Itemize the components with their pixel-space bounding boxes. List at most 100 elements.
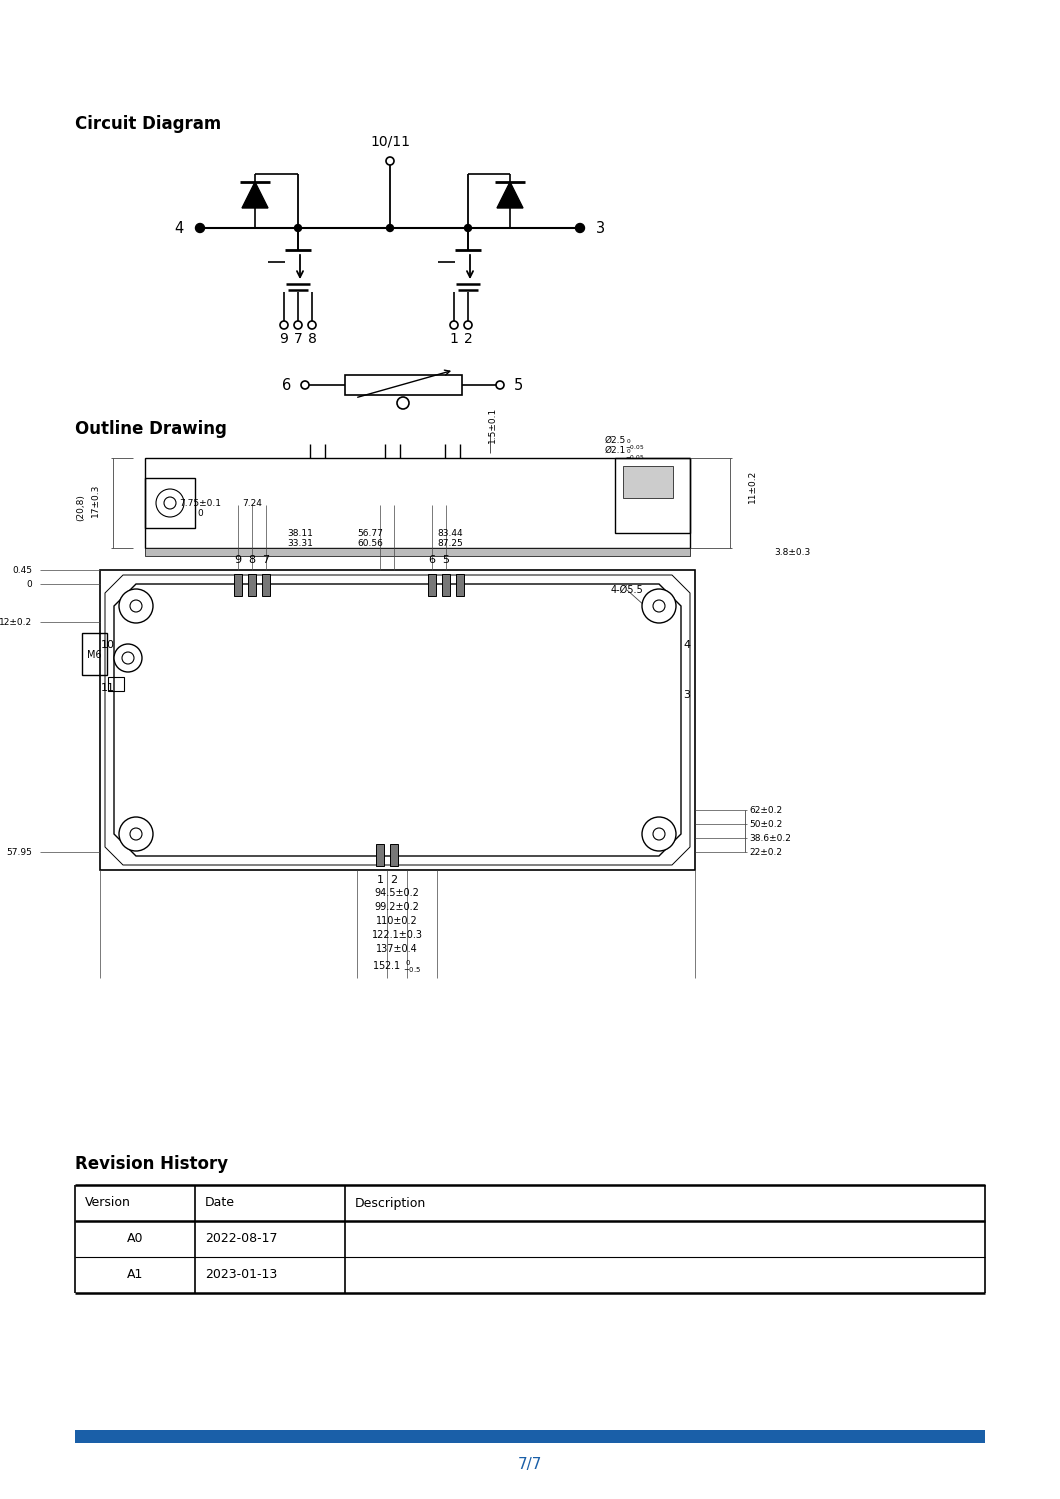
Text: Revision History: Revision History bbox=[75, 1156, 228, 1174]
Text: 99.2±0.2: 99.2±0.2 bbox=[374, 902, 420, 911]
Text: 57.95: 57.95 bbox=[6, 847, 32, 856]
Bar bbox=[428, 574, 436, 597]
Text: 2022-08-17: 2022-08-17 bbox=[205, 1232, 278, 1246]
Text: 3: 3 bbox=[596, 220, 605, 235]
Circle shape bbox=[496, 381, 504, 390]
Bar bbox=[390, 844, 398, 866]
Polygon shape bbox=[497, 181, 523, 208]
Text: 56.77: 56.77 bbox=[357, 529, 383, 538]
Text: Outline Drawing: Outline Drawing bbox=[75, 420, 227, 438]
Text: Version: Version bbox=[85, 1196, 130, 1210]
Circle shape bbox=[398, 397, 409, 409]
Text: 17±0.3: 17±0.3 bbox=[90, 483, 100, 517]
Text: 1: 1 bbox=[449, 331, 458, 346]
Text: 38.6±0.2: 38.6±0.2 bbox=[749, 833, 791, 842]
Circle shape bbox=[295, 225, 301, 231]
Text: $^{\ 0}_{-0.05}$: $^{\ 0}_{-0.05}$ bbox=[625, 448, 644, 463]
Text: 9: 9 bbox=[280, 331, 288, 346]
Text: 62±0.2: 62±0.2 bbox=[749, 805, 782, 814]
Text: Date: Date bbox=[205, 1196, 235, 1210]
Bar bbox=[145, 478, 195, 528]
Bar bbox=[442, 574, 450, 597]
Text: 2: 2 bbox=[390, 875, 398, 884]
Bar bbox=[145, 549, 690, 556]
Text: 4: 4 bbox=[175, 220, 184, 235]
Circle shape bbox=[114, 645, 142, 672]
Text: 6: 6 bbox=[428, 555, 436, 565]
Circle shape bbox=[642, 589, 676, 624]
Text: 11: 11 bbox=[101, 684, 114, 693]
Text: 50±0.2: 50±0.2 bbox=[749, 820, 782, 829]
Text: 110±0.2: 110±0.2 bbox=[376, 916, 418, 926]
Text: 3.8±0.3: 3.8±0.3 bbox=[774, 547, 810, 556]
Bar bbox=[248, 574, 257, 597]
Circle shape bbox=[387, 225, 393, 231]
Text: 5: 5 bbox=[514, 378, 524, 393]
Circle shape bbox=[464, 321, 472, 328]
Text: 6: 6 bbox=[282, 378, 292, 393]
Circle shape bbox=[301, 381, 310, 390]
Text: 7: 7 bbox=[294, 331, 302, 346]
Text: 83.44: 83.44 bbox=[437, 529, 463, 538]
Text: 11±0.2: 11±0.2 bbox=[747, 469, 757, 504]
Text: 0: 0 bbox=[197, 510, 202, 519]
Text: 87.25: 87.25 bbox=[437, 540, 463, 549]
Text: 152.1 $^{\ 0}_{-0.5}$: 152.1 $^{\ 0}_{-0.5}$ bbox=[372, 958, 422, 974]
Text: A1: A1 bbox=[127, 1268, 143, 1282]
Bar bbox=[344, 375, 462, 396]
Text: 33.31: 33.31 bbox=[287, 540, 313, 549]
Text: (20,8): (20,8) bbox=[76, 495, 86, 522]
Circle shape bbox=[653, 600, 665, 612]
Text: 0: 0 bbox=[26, 580, 32, 589]
Polygon shape bbox=[242, 181, 268, 208]
Circle shape bbox=[130, 827, 142, 839]
Text: A0: A0 bbox=[127, 1232, 143, 1246]
Bar bbox=[234, 574, 242, 597]
Text: 7.24: 7.24 bbox=[242, 499, 262, 508]
Text: Ø2.1: Ø2.1 bbox=[605, 445, 626, 454]
Circle shape bbox=[164, 498, 176, 510]
Circle shape bbox=[294, 321, 302, 328]
Text: 1.5±0.1: 1.5±0.1 bbox=[488, 406, 496, 444]
Text: 137±0.4: 137±0.4 bbox=[376, 944, 418, 953]
Text: 4: 4 bbox=[684, 640, 690, 651]
Circle shape bbox=[464, 225, 472, 231]
Circle shape bbox=[653, 827, 665, 839]
Text: 122.1±0.3: 122.1±0.3 bbox=[371, 929, 423, 940]
Text: 4-Ø5.5: 4-Ø5.5 bbox=[611, 585, 643, 595]
Text: 12±0.2: 12±0.2 bbox=[0, 618, 32, 627]
Text: $^{\ 0}_{-0.05}$: $^{\ 0}_{-0.05}$ bbox=[625, 438, 644, 453]
Text: 2023-01-13: 2023-01-13 bbox=[205, 1268, 278, 1282]
Text: 38.11: 38.11 bbox=[287, 529, 313, 538]
Circle shape bbox=[122, 652, 134, 664]
Text: 10: 10 bbox=[101, 640, 114, 651]
Circle shape bbox=[280, 321, 288, 328]
Text: 1: 1 bbox=[376, 875, 384, 884]
Bar bbox=[100, 570, 695, 869]
Bar bbox=[615, 459, 690, 534]
Circle shape bbox=[576, 223, 584, 232]
Text: Circuit Diagram: Circuit Diagram bbox=[75, 115, 222, 133]
Text: 22±0.2: 22±0.2 bbox=[749, 847, 782, 856]
Text: 9: 9 bbox=[234, 555, 242, 565]
Text: 94.5±0.2: 94.5±0.2 bbox=[374, 887, 420, 898]
Text: 8: 8 bbox=[248, 555, 255, 565]
Circle shape bbox=[119, 817, 153, 851]
Text: 7.75±0.1: 7.75±0.1 bbox=[179, 499, 220, 508]
Bar bbox=[82, 633, 107, 675]
Circle shape bbox=[308, 321, 316, 328]
Bar bbox=[75, 1430, 985, 1444]
Text: 0.45: 0.45 bbox=[12, 565, 32, 574]
Circle shape bbox=[642, 817, 676, 851]
Bar bbox=[376, 844, 384, 866]
Bar bbox=[623, 466, 673, 498]
Text: 7: 7 bbox=[263, 555, 269, 565]
Text: 10/11: 10/11 bbox=[370, 133, 410, 148]
Text: 7/7: 7/7 bbox=[518, 1457, 542, 1472]
Text: 5: 5 bbox=[442, 555, 449, 565]
Circle shape bbox=[195, 223, 205, 232]
Circle shape bbox=[156, 489, 184, 517]
Bar bbox=[108, 678, 124, 691]
Text: 8: 8 bbox=[307, 331, 317, 346]
Bar bbox=[145, 459, 690, 549]
